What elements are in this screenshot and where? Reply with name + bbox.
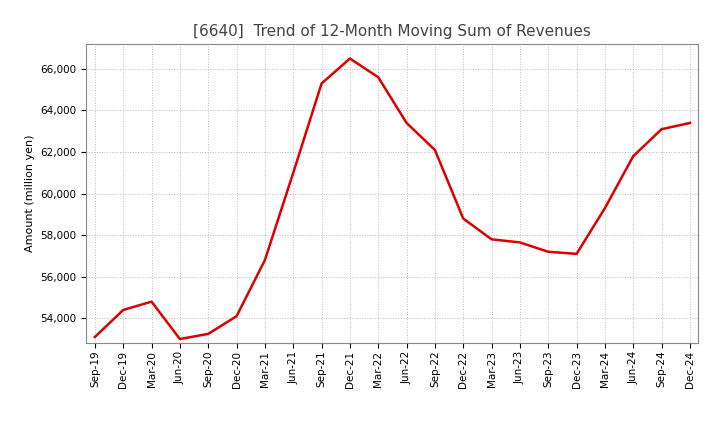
Y-axis label: Amount (million yen): Amount (million yen) bbox=[25, 135, 35, 253]
Title: [6640]  Trend of 12-Month Moving Sum of Revenues: [6640] Trend of 12-Month Moving Sum of R… bbox=[194, 24, 591, 39]
